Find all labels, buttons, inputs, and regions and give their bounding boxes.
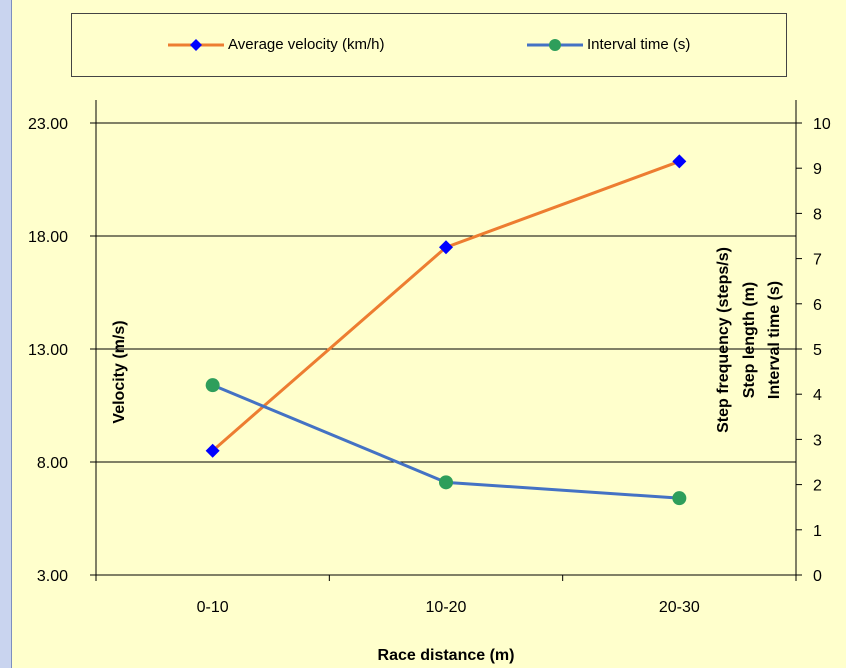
y-left-tick-label: 18.00: [28, 229, 68, 246]
series-line-0: [211, 160, 680, 452]
legend-line-diamond-icon: [168, 38, 224, 51]
y-right-tick-label: 8: [813, 206, 822, 223]
y-right-axis-title: Step length (m): [741, 282, 758, 398]
y-right-tick-label: 4: [813, 387, 822, 404]
left-edge-strip: [0, 0, 12, 668]
data-point-diamond: [672, 154, 687, 169]
y-right-axis-title: Interval time (s): [766, 281, 783, 399]
x-tick-label: 0-10: [197, 599, 229, 616]
y-left-tick-label: 3.00: [37, 568, 68, 585]
y-left-tick-label: 23.00: [28, 116, 68, 133]
data-point-circle: [205, 378, 220, 393]
y-right-tick-label: 10: [813, 116, 831, 133]
y-left-axis-title: Velocity (m/s): [111, 320, 128, 423]
y-left-tick-label: 8.00: [37, 455, 68, 472]
data-point-circle: [672, 491, 687, 506]
y-right-tick-label: 2: [813, 478, 822, 495]
y-right-tick-label: 9: [813, 161, 822, 178]
y-right-tick-label: 5: [813, 342, 822, 359]
legend-label-average-velocity: Average velocity (km/h): [228, 36, 385, 53]
x-tick-label: 20-30: [659, 599, 700, 616]
y-left-tick-label: 13.00: [28, 342, 68, 359]
y-right-tick-label: 0: [813, 568, 822, 585]
x-axis-title: Race distance (m): [378, 647, 515, 664]
legend-line-circle-icon: [527, 38, 583, 51]
legend-item-interval-time: Interval time (s): [527, 36, 690, 53]
y-right-tick-label: 3: [813, 432, 822, 449]
y-right-axis-title: Step frequency (steps/s): [715, 247, 732, 433]
data-point-diamond: [205, 443, 220, 458]
x-tick-label: 10-20: [426, 599, 467, 616]
legend-item-average-velocity: Average velocity (km/h): [168, 36, 384, 53]
legend-label-interval-time: Interval time (s): [587, 36, 691, 53]
data-point-diamond: [439, 240, 453, 255]
chart-legend: Average velocity (km/h) Interval time (s…: [71, 13, 787, 77]
y-right-tick-label: 6: [813, 297, 822, 314]
y-right-tick-label: 1: [813, 523, 822, 540]
data-point-circle: [439, 475, 453, 490]
y-right-tick-label: 7: [813, 252, 822, 269]
